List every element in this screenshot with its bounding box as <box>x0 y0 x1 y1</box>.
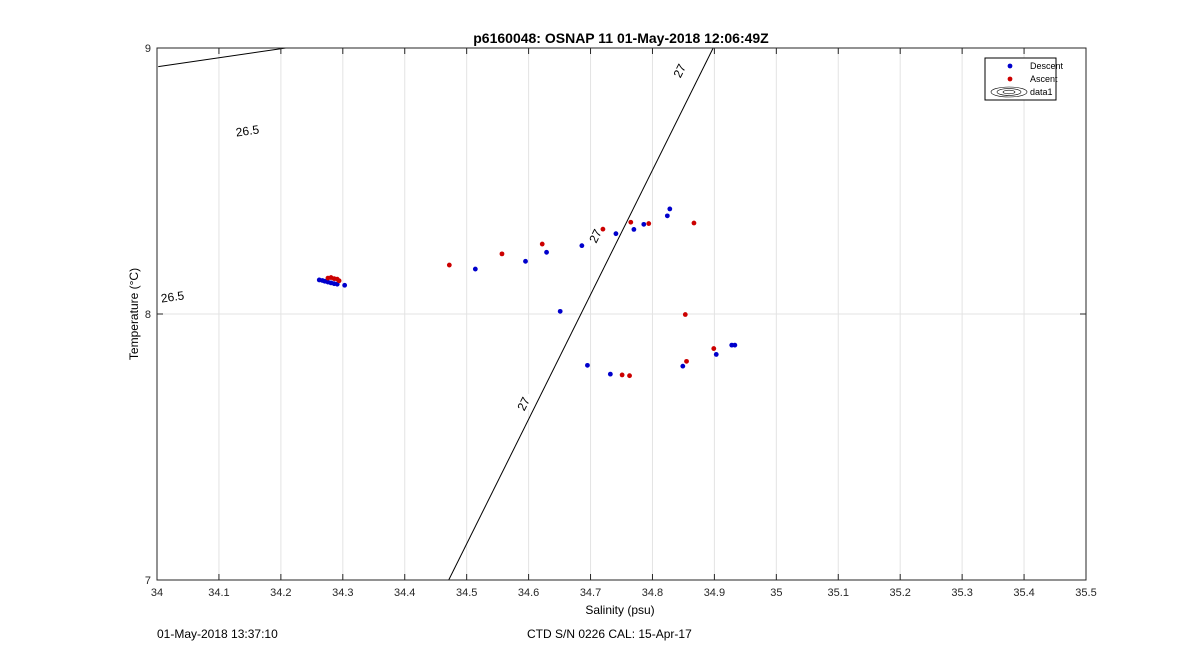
ascent-point <box>684 358 689 364</box>
descent-point <box>664 213 670 219</box>
y-tick-label: 8 <box>145 309 151 321</box>
x-tick-label: 35.2 <box>889 587 910 599</box>
x-tick-label: 34.6 <box>518 587 539 599</box>
x-tick-label: 35.3 <box>951 587 972 599</box>
contour-label-bg <box>235 122 260 140</box>
contour-label-bg <box>512 390 535 417</box>
contour-label: 27 <box>670 61 689 79</box>
ascent-point <box>711 346 717 351</box>
x-tick-label: 34.3 <box>332 587 353 599</box>
footer-calibration: CTD S/N 0226 CAL: 15-Apr-17 <box>527 627 692 641</box>
ascent-point <box>628 219 634 225</box>
data-points <box>316 206 738 379</box>
x-tick-label: 35 <box>770 587 782 599</box>
legend-ascent-marker <box>1007 76 1013 82</box>
ascent-point <box>646 221 652 226</box>
descent-point <box>641 221 647 227</box>
x-tick-label: 34.9 <box>704 587 725 599</box>
descent-point <box>342 282 348 288</box>
legend-contour-icon <box>990 86 1028 98</box>
descent-point <box>579 243 585 249</box>
x-tick-label: 35.5 <box>1075 587 1096 599</box>
legend-ascent-label: Ascent <box>1030 74 1058 84</box>
x-tick-label: 34 <box>151 587 163 599</box>
contour-label-bg <box>160 288 185 306</box>
contour-label: 27 <box>586 227 605 245</box>
y-tick-label: 9 <box>145 43 151 55</box>
grid <box>156 47 1087 581</box>
legend-descent-label: Descent <box>1030 61 1064 71</box>
ascent-point <box>627 373 632 379</box>
ascent-point <box>499 251 505 257</box>
ascent-point <box>336 278 342 284</box>
descent-point <box>472 266 478 272</box>
descent-point <box>680 363 686 369</box>
chart-title: p6160048: OSNAP 11 01-May-2018 12:06:49Z <box>473 30 769 46</box>
x-tick-label: 34.2 <box>270 587 291 599</box>
x-tick-label: 35.1 <box>828 587 849 599</box>
descent-point <box>667 206 673 212</box>
legend-data1-label: data1 <box>1030 87 1053 97</box>
descent-point <box>732 342 738 348</box>
contour-label-bg <box>668 57 691 84</box>
contour-label: 26.5 <box>160 288 185 305</box>
ascent-point <box>691 220 697 226</box>
descent-point <box>557 308 563 314</box>
ascent-point <box>682 312 688 317</box>
descent-point <box>544 249 549 255</box>
y-axis-label: Temperature (°C) <box>127 268 141 360</box>
legend: Descent Ascent data1 <box>984 57 1064 101</box>
contour-label: 26.5 <box>235 122 260 139</box>
y-tick-label: 7 <box>145 575 151 587</box>
x-tick-label: 34.5 <box>456 587 477 599</box>
legend-descent-marker <box>1007 63 1013 69</box>
contour-line-26.5 <box>158 47 286 68</box>
ascent-point <box>446 262 452 268</box>
ascent-point <box>539 241 545 247</box>
footer-timestamp: 01-May-2018 13:37:10 <box>157 627 278 641</box>
descent-point <box>607 371 613 377</box>
ascent-point <box>600 226 606 232</box>
contour-line-27 <box>448 47 714 581</box>
x-tick-label: 34.4 <box>394 587 415 599</box>
x-tick-label: 34.7 <box>580 587 601 599</box>
x-axis-label: Salinity (psu) <box>585 603 654 617</box>
descent-point <box>631 227 637 232</box>
contour-label: 27 <box>514 395 533 413</box>
descent-point <box>585 362 590 368</box>
x-tick-label: 35.4 <box>1013 587 1034 599</box>
descent-point <box>613 231 619 237</box>
x-tick-label: 34.8 <box>642 587 663 599</box>
ascent-point <box>619 372 625 378</box>
x-tick-label: 34.1 <box>208 587 229 599</box>
density-contours: 26.5 26.5 27 27 27 <box>158 47 714 581</box>
axes: 34 34.1 34.2 34.3 34.4 34.5 34.6 34.7 34.8 34.9 35… <box>145 43 1097 599</box>
descent-point <box>523 258 528 264</box>
descent-point <box>713 352 719 357</box>
